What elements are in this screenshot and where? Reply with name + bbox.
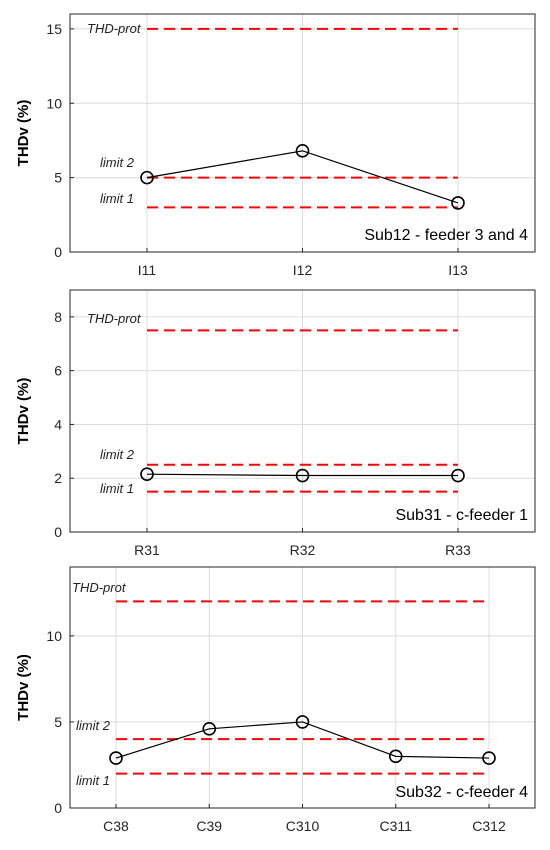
y-axis-label: THDv (%) — [15, 100, 32, 167]
data-point-c312 — [482, 751, 496, 765]
panel-annotation: Sub32 - c-feeder 4 — [395, 784, 528, 801]
chart-panel-3: 0 5 10 C38 C39 C310 C311 C312 THDv (%) THD-prot li… — [15, 566, 536, 834]
data-point-c310 — [295, 715, 310, 729]
x-tick-label-c39: C39 — [196, 818, 222, 834]
data-point-c39 — [202, 722, 217, 736]
y-tick-label: 4 — [54, 416, 62, 432]
data-point-r31 — [140, 467, 154, 481]
panel-annotation: Sub12 - feeder 3 and 4 — [364, 227, 528, 244]
x-tick-label-r32: R32 — [290, 542, 316, 558]
series-line — [146, 150, 459, 204]
data-point-c38 — [109, 751, 123, 765]
x-tick-label-c311: C311 — [380, 818, 413, 834]
y-tick-label: 0 — [54, 244, 62, 260]
x-tick-label-i11: I11 — [138, 262, 157, 278]
data-point-i11 — [140, 170, 154, 185]
y-tick-label: 15 — [46, 21, 62, 37]
reference-label-thd-prot: THD-prot — [87, 311, 142, 326]
reference-label-limit-2: limit 2 — [100, 447, 135, 462]
y-tick-label: 0 — [54, 524, 62, 540]
x-tick-label-i12: I12 — [293, 262, 313, 278]
y-tick-label: 8 — [54, 309, 62, 325]
data-point-i13 — [451, 196, 465, 210]
data-point-r33 — [451, 468, 465, 483]
series-line — [146, 473, 458, 477]
chart-panel-2: 0 2 4 6 8 R31 R32 R33 THDv (%) THD-prot limit 2 lim… — [15, 289, 536, 558]
data-point-r32 — [295, 468, 310, 483]
panel-annotation: Sub31 - c-feeder 1 — [395, 507, 528, 524]
reference-label-limit-2: limit 2 — [76, 718, 111, 733]
y-tick-label: 0 — [54, 800, 62, 816]
y-tick-label: 5 — [54, 170, 62, 186]
chart-panel-1: 0 5 10 15 I11 I12 I13 THDv (%) THD-prot limit 2 li… — [15, 13, 536, 278]
y-tick-label: 10 — [46, 95, 62, 111]
reference-label-limit-2: limit 2 — [100, 155, 135, 170]
reference-label-limit-1: limit 1 — [100, 191, 134, 206]
reference-label-limit-1: limit 1 — [100, 481, 134, 496]
x-tick-label-r33: R33 — [445, 542, 471, 558]
y-tick-label: 6 — [54, 363, 62, 379]
y-tick-label: 10 — [46, 628, 62, 644]
y-tick-label: 5 — [54, 714, 62, 730]
y-axis-label: THDv (%) — [15, 378, 32, 445]
x-tick-label-c310: C310 — [286, 818, 320, 834]
series-line — [115, 721, 490, 759]
reference-label-limit-1: limit 1 — [76, 773, 110, 788]
reference-label-thd-prot: THD-prot — [87, 21, 142, 36]
x-tick-label-c38: C38 — [103, 818, 129, 834]
data-point-i12 — [295, 144, 310, 158]
x-tick-label-c312: C312 — [472, 818, 506, 834]
reference-label-thd-prot: THD-prot — [72, 580, 127, 595]
x-tick-label-r31: R31 — [134, 542, 160, 558]
y-axis-label: THDv (%) — [15, 654, 32, 721]
x-tick-label-i13: I13 — [448, 262, 468, 278]
data-point-c311 — [388, 749, 403, 764]
y-tick-label: 2 — [54, 470, 62, 486]
